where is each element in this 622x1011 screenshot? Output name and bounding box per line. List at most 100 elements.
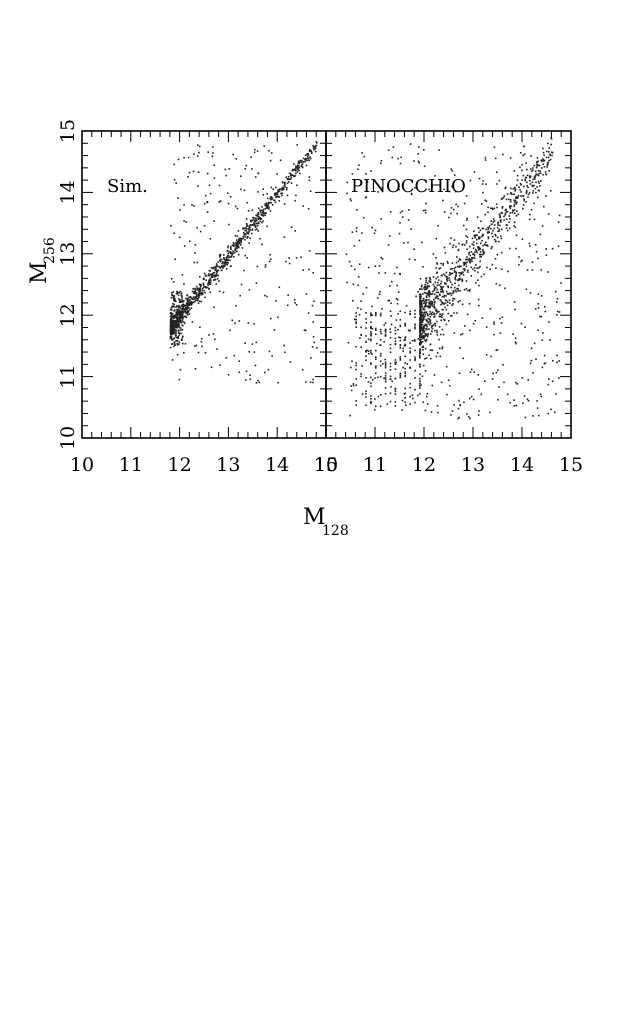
data-point [451,314,453,317]
background-point [208,184,211,187]
data-point [509,205,511,207]
background-point [526,269,529,271]
data-point [536,163,538,166]
data-point [257,213,260,215]
data-point [179,299,182,301]
background-point [203,225,206,227]
data-point [441,313,444,315]
data-point [446,280,449,282]
data-point [375,349,377,352]
data-point [178,329,180,332]
background-point [537,293,540,295]
data-point [514,226,517,229]
data-point [433,293,436,295]
data-point [173,305,175,308]
data-point [404,372,406,374]
data-point [370,376,372,379]
data-point [274,201,277,204]
data-point [519,182,522,185]
data-point [433,312,435,315]
background-point [425,202,427,205]
data-point [199,290,201,293]
background-point [183,204,185,206]
background-point [400,156,402,159]
data-point [429,315,432,318]
background-point [474,320,477,322]
data-point [432,324,434,326]
background-point [211,155,214,158]
data-point [277,189,279,191]
data-point [485,244,488,247]
background-point [421,375,424,377]
background-point [519,152,522,154]
data-point [214,278,217,281]
data-point [384,322,387,324]
data-point [276,196,279,198]
background-point [434,175,436,177]
data-point [493,227,496,230]
background-point [270,186,273,189]
data-point [219,259,221,262]
data-point [384,381,387,383]
data-point [265,202,268,205]
data-point [307,155,309,158]
background-point [451,170,454,172]
data-point [176,290,178,293]
data-point [170,327,173,330]
background-point [557,245,560,248]
data-point [431,313,433,316]
data-point [394,332,397,335]
data-point [477,246,479,248]
data-point [394,343,397,345]
data-point [435,286,437,289]
data-point [543,154,545,157]
background-point [213,164,215,166]
data-point [210,267,213,269]
background-point [351,360,353,362]
background-point [431,384,434,387]
data-point [428,292,430,295]
background-point [558,311,561,313]
x-tick-label: 11 [119,454,143,476]
background-point [399,221,401,224]
background-point [445,299,448,302]
data-point [250,224,253,226]
data-point [422,307,424,310]
background-point [505,210,508,213]
background-point [245,370,248,372]
data-point [314,150,317,153]
data-point [174,329,177,331]
data-point [177,336,179,338]
background-point [537,307,540,309]
data-point [460,273,462,275]
background-point [363,155,365,158]
background-point [451,410,454,412]
data-point [197,295,200,298]
data-point [414,401,416,404]
data-point [399,372,402,375]
data-point [304,160,307,163]
data-point [370,398,372,400]
data-point [170,324,172,326]
background-point [473,171,476,173]
data-point [545,173,548,176]
data-point [175,329,178,332]
y-tick-label: 15 [57,119,79,143]
background-point [403,393,406,395]
y-tick-label: 10 [57,426,79,450]
background-point [539,315,541,318]
background-point [418,161,420,164]
background-point [273,329,276,331]
data-point [181,298,183,300]
data-point [251,232,253,235]
data-point [201,291,204,294]
data-point [426,305,428,307]
data-point [173,296,176,298]
background-point [209,238,212,240]
background-point [532,372,534,374]
data-point [537,164,540,167]
data-point [480,220,482,223]
background-point [441,314,443,317]
background-point [529,292,532,294]
data-point [462,268,465,270]
